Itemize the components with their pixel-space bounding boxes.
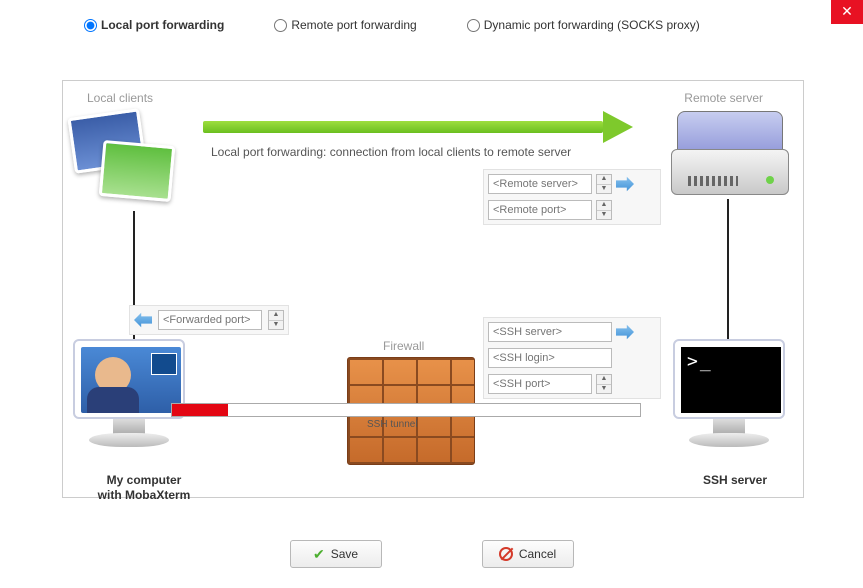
close-button[interactable]: ✕ <box>831 0 863 24</box>
radio-dynamic-input[interactable] <box>467 19 480 32</box>
arrow-right-icon <box>616 323 634 341</box>
radio-local-label: Local port forwarding <box>101 18 224 32</box>
remote-port-spinner[interactable]: ▲▼ <box>596 200 612 220</box>
firewall-label: Firewall <box>383 339 424 353</box>
local-clients-icon <box>71 113 201 213</box>
cancel-button[interactable]: Cancel <box>482 540 574 568</box>
ssh-tunnel-bar <box>171 403 641 417</box>
local-clients-label: Local clients <box>87 91 153 105</box>
remote-server-group: ▲▼ ▲▼ <box>483 169 661 225</box>
remote-server-label: Remote server <box>684 91 763 105</box>
ssh-group: ▲▼ <box>483 317 661 399</box>
radio-local-input[interactable] <box>84 19 97 32</box>
radio-dynamic-label: Dynamic port forwarding (SOCKS proxy) <box>484 18 700 32</box>
ssh-login-input[interactable] <box>488 348 612 368</box>
radio-remote-input[interactable] <box>274 19 287 32</box>
connection-arrow-icon <box>203 117 633 137</box>
arrow-left-icon <box>134 311 152 329</box>
my-computer-label: My computerwith MobaXterm <box>79 473 209 503</box>
check-icon: ✔ <box>313 546 325 563</box>
remote-server-input[interactable] <box>488 174 592 194</box>
save-button[interactable]: ✔ Save <box>290 540 382 568</box>
connection-description: Local port forwarding: connection from l… <box>211 145 571 159</box>
radio-remote-label: Remote port forwarding <box>291 18 416 32</box>
forwarded-port-group: ▲▼ <box>129 305 289 335</box>
arrow-right-icon <box>616 175 634 193</box>
connector-line <box>727 199 729 353</box>
remote-server-spinner[interactable]: ▲▼ <box>596 174 612 194</box>
ssh-server-label: SSH server <box>703 473 767 487</box>
ssh-port-input[interactable] <box>488 374 592 394</box>
ssh-server-icon: > <box>663 339 803 469</box>
remote-server-icon <box>671 111 789 201</box>
cancel-button-label: Cancel <box>519 547 556 561</box>
cancel-icon <box>499 547 513 561</box>
save-button-label: Save <box>331 547 358 561</box>
forwarding-type-radios: Local port forwarding Remote port forwar… <box>0 0 863 44</box>
ssh-port-spinner[interactable]: ▲▼ <box>596 374 612 394</box>
photo-icon <box>99 140 176 202</box>
radio-local-forwarding[interactable]: Local port forwarding <box>84 18 224 32</box>
remote-port-input[interactable] <box>488 200 592 220</box>
ssh-tunnel-label: SSH tunnel <box>367 419 418 430</box>
radio-dynamic-forwarding[interactable]: Dynamic port forwarding (SOCKS proxy) <box>467 18 700 32</box>
dialog-button-row: ✔ Save Cancel <box>0 540 863 568</box>
ssh-server-input[interactable] <box>488 322 612 342</box>
forwarded-port-spinner[interactable]: ▲▼ <box>268 310 284 330</box>
radio-remote-forwarding[interactable]: Remote port forwarding <box>274 18 416 32</box>
diagram-frame: Local clients Remote server Firewall Loc… <box>62 80 804 498</box>
forwarded-port-input[interactable] <box>158 310 262 330</box>
